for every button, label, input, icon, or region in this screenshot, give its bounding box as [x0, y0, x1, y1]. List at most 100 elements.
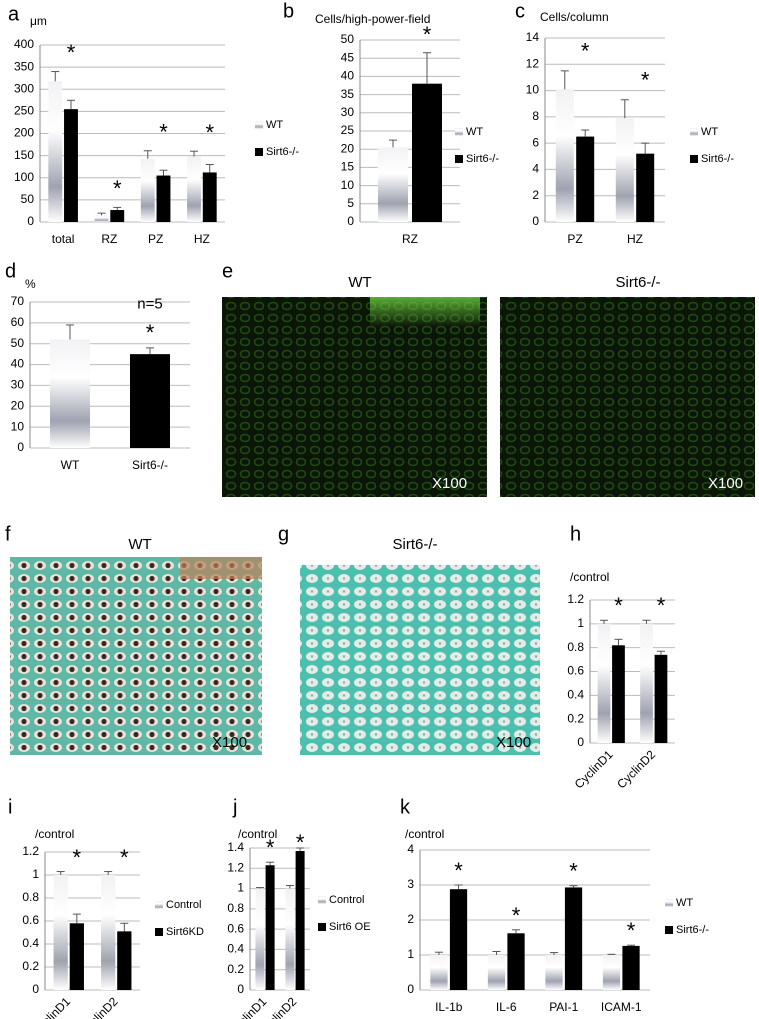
x-tick-label: PZ	[148, 232, 163, 246]
bar	[378, 147, 408, 222]
panel-letter: j	[232, 796, 237, 818]
legend-label: Sirt6-/-	[701, 153, 734, 165]
y-tick-label: 25	[341, 123, 355, 137]
error-bar	[607, 953, 616, 955]
panel-letter: a	[8, 3, 20, 25]
magnification: X100	[212, 734, 247, 751]
legend-label: WT	[676, 897, 693, 909]
y-tick-label: 0	[237, 982, 244, 996]
error-bar	[146, 347, 154, 355]
bar	[564, 887, 583, 990]
bar	[449, 889, 468, 990]
significance: *	[73, 845, 82, 870]
significance: *	[512, 903, 521, 928]
y-tick-label: 300	[14, 81, 34, 95]
y-axis-label: Cells/column	[540, 10, 609, 24]
y-axis-label: /control	[405, 827, 444, 841]
error-bar	[51, 71, 60, 82]
error-bar	[512, 929, 521, 934]
bar	[64, 109, 78, 222]
legend-label: WT	[466, 126, 483, 138]
y-tick-label: 30	[341, 105, 355, 119]
y-tick-label: 70	[11, 294, 25, 308]
bar	[636, 153, 655, 222]
significance: *	[614, 593, 623, 618]
y-tick-label: 10	[11, 419, 25, 433]
bar	[94, 215, 109, 222]
y-tick-label: 0.2	[22, 959, 39, 973]
significance: *	[423, 22, 432, 47]
magnification: X100	[496, 734, 531, 751]
y-tick-label: 0	[532, 214, 539, 228]
y-tick-label: 20	[11, 398, 25, 412]
x-tick-label: HZ	[627, 232, 643, 246]
legend-swatch	[318, 896, 326, 904]
error-bar	[434, 951, 443, 955]
x-tick-label: PZ	[567, 232, 582, 246]
legend-label: Sirt6KD	[166, 926, 204, 938]
y-tick-label: 1	[407, 947, 414, 961]
y-tick-label: 12	[526, 56, 540, 70]
y-axis-label: %	[25, 277, 36, 291]
panel-letter: h	[570, 523, 581, 545]
micrograph-glow	[370, 297, 480, 327]
panel-letter: b	[283, 0, 294, 22]
bar	[507, 933, 525, 990]
x-tick-label: CyclinD2	[77, 994, 121, 1019]
bar	[255, 888, 265, 990]
y-tick-label: 100	[14, 170, 34, 184]
bar	[50, 339, 90, 448]
y-tick-label: 0.4	[22, 936, 39, 950]
y-tick-label: 50	[11, 336, 25, 350]
x-tick-label: CyclinD1	[572, 747, 616, 791]
y-tick-label: 10	[526, 83, 540, 97]
legend-swatch	[318, 923, 326, 931]
bar	[487, 955, 506, 990]
bar	[430, 955, 448, 990]
y-tick-label: 0	[407, 982, 414, 996]
bar	[615, 118, 634, 222]
bar	[53, 875, 68, 990]
panel-letter: k	[400, 796, 411, 818]
y-tick-label: 40	[11, 357, 25, 371]
micrograph	[222, 297, 487, 497]
y-tick-label: 0.8	[227, 901, 244, 915]
note: n=5	[137, 295, 162, 312]
significance: *	[120, 845, 129, 870]
error-bar	[656, 650, 665, 655]
panel-letter: i	[8, 796, 12, 818]
significance: *	[113, 176, 122, 201]
error-bar	[205, 163, 214, 173]
y-tick-label: 0	[32, 982, 39, 996]
error-bar	[614, 638, 623, 646]
x-tick-label: IL-6	[496, 1000, 517, 1014]
legend-swatch	[455, 155, 463, 163]
significance: *	[627, 918, 636, 943]
significance: *	[205, 120, 214, 145]
error-bar	[549, 952, 558, 955]
legend-swatch	[665, 899, 673, 907]
error-bar	[389, 139, 397, 148]
error-bar	[560, 70, 569, 90]
image-title: Sirt6-/-	[616, 274, 661, 291]
bar	[640, 623, 653, 743]
y-tick-label: 3	[407, 877, 414, 891]
legend-swatch	[665, 926, 673, 934]
significance: *	[569, 859, 578, 884]
magnification: X100	[708, 475, 743, 492]
bar	[69, 923, 84, 990]
error-bar	[120, 922, 129, 932]
bar	[265, 865, 275, 990]
panel-letter: e	[222, 260, 233, 282]
y-tick-label: 0	[347, 214, 354, 228]
y-tick-label: 0	[17, 440, 24, 454]
legend-label: Control	[329, 894, 364, 906]
bar	[654, 654, 668, 743]
y-axis-label: μm	[30, 14, 47, 28]
y-tick-label: 200	[14, 126, 34, 140]
legend-swatch	[155, 901, 163, 909]
y-tick-label: 50	[21, 192, 35, 206]
error-bar	[569, 885, 578, 888]
legend-label: Sirt6-/-	[266, 146, 299, 158]
error-bar	[423, 52, 431, 84]
